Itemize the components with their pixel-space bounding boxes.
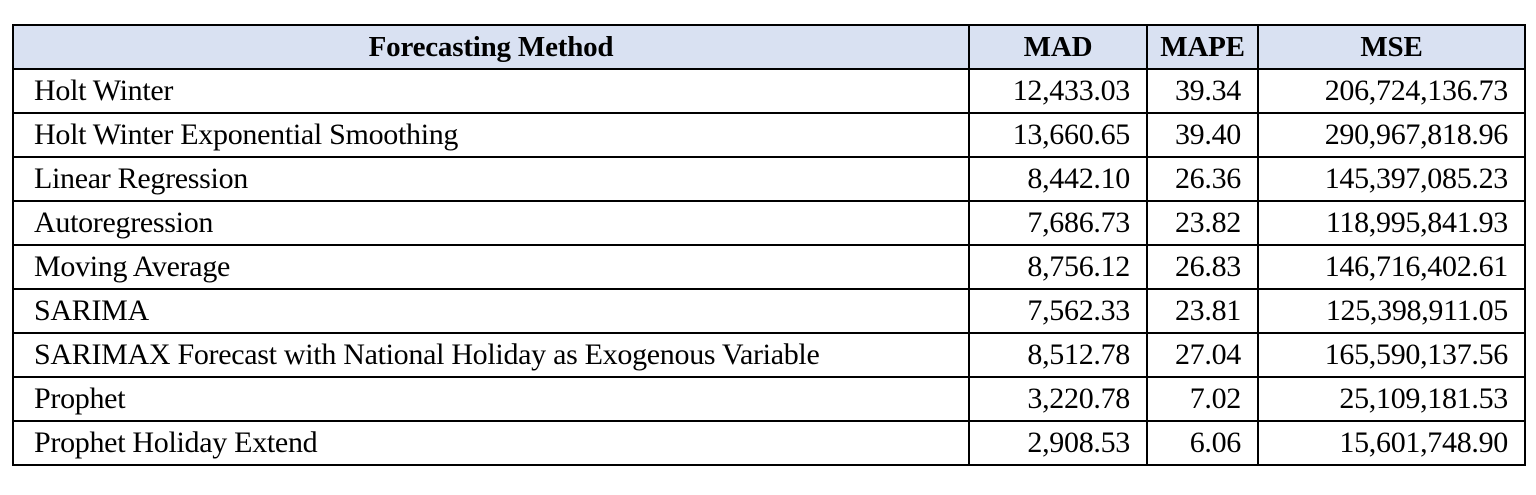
method-cell: Holt Winter	[12, 68, 970, 114]
header-mape: MAPE	[1146, 24, 1259, 70]
mad-cell: 8,442.10	[968, 156, 1148, 202]
table-header: Forecasting Method MAD MAPE MSE	[12, 24, 1526, 70]
mad-cell: 8,756.12	[968, 244, 1148, 290]
method-cell: Prophet	[12, 376, 970, 422]
table-row: Prophet Holiday Extend 2,908.53 6.06 15,…	[12, 420, 1526, 466]
table-row: Autoregression 7,686.73 23.82 118,995,84…	[12, 200, 1526, 246]
mad-cell: 8,512.78	[968, 332, 1148, 378]
mape-cell: 26.83	[1146, 244, 1259, 290]
mad-cell: 2,908.53	[968, 420, 1148, 466]
mape-cell: 39.34	[1146, 68, 1259, 114]
mad-cell: 7,686.73	[968, 200, 1148, 246]
header-mad: MAD	[968, 24, 1148, 70]
mape-cell: 7.02	[1146, 376, 1259, 422]
method-cell: SARIMA	[12, 288, 970, 334]
method-cell: Prophet Holiday Extend	[12, 420, 970, 466]
table-row: Linear Regression 8,442.10 26.36 145,397…	[12, 156, 1526, 202]
method-cell: Holt Winter Exponential Smoothing	[12, 112, 970, 158]
header-row: Forecasting Method MAD MAPE MSE	[12, 24, 1526, 70]
mad-cell: 7,562.33	[968, 288, 1148, 334]
header-mse: MSE	[1257, 24, 1526, 70]
table-body: Holt Winter 12,433.03 39.34 206,724,136.…	[12, 68, 1526, 466]
table-row: Moving Average 8,756.12 26.83 146,716,40…	[12, 244, 1526, 290]
mad-cell: 13,660.65	[968, 112, 1148, 158]
mape-cell: 39.40	[1146, 112, 1259, 158]
table-row: Prophet 3,220.78 7.02 25,109,181.53	[12, 376, 1526, 422]
mse-cell: 290,967,818.96	[1257, 112, 1526, 158]
forecast-error-table: Forecasting Method MAD MAPE MSE Holt Win…	[12, 24, 1526, 466]
mse-cell: 206,724,136.73	[1257, 68, 1526, 114]
mse-cell: 145,397,085.23	[1257, 156, 1526, 202]
table-row: SARIMA 7,562.33 23.81 125,398,911.05	[12, 288, 1526, 334]
method-cell: Linear Regression	[12, 156, 970, 202]
mape-cell: 26.36	[1146, 156, 1259, 202]
table-row: Holt Winter Exponential Smoothing 13,660…	[12, 112, 1526, 158]
mse-cell: 146,716,402.61	[1257, 244, 1526, 290]
mad-cell: 3,220.78	[968, 376, 1148, 422]
mse-cell: 25,109,181.53	[1257, 376, 1526, 422]
mse-cell: 15,601,748.90	[1257, 420, 1526, 466]
mse-cell: 118,995,841.93	[1257, 200, 1526, 246]
method-cell: Moving Average	[12, 244, 970, 290]
mse-cell: 165,590,137.56	[1257, 332, 1526, 378]
method-cell: SARIMAX Forecast with National Holiday a…	[12, 332, 970, 378]
mse-cell: 125,398,911.05	[1257, 288, 1526, 334]
header-forecasting-method: Forecasting Method	[12, 24, 970, 70]
table-row: SARIMAX Forecast with National Holiday a…	[12, 332, 1526, 378]
mape-cell: 23.81	[1146, 288, 1259, 334]
mad-cell: 12,433.03	[968, 68, 1148, 114]
mape-cell: 23.82	[1146, 200, 1259, 246]
mape-cell: 6.06	[1146, 420, 1259, 466]
mape-cell: 27.04	[1146, 332, 1259, 378]
table-row: Holt Winter 12,433.03 39.34 206,724,136.…	[12, 68, 1526, 114]
method-cell: Autoregression	[12, 200, 970, 246]
